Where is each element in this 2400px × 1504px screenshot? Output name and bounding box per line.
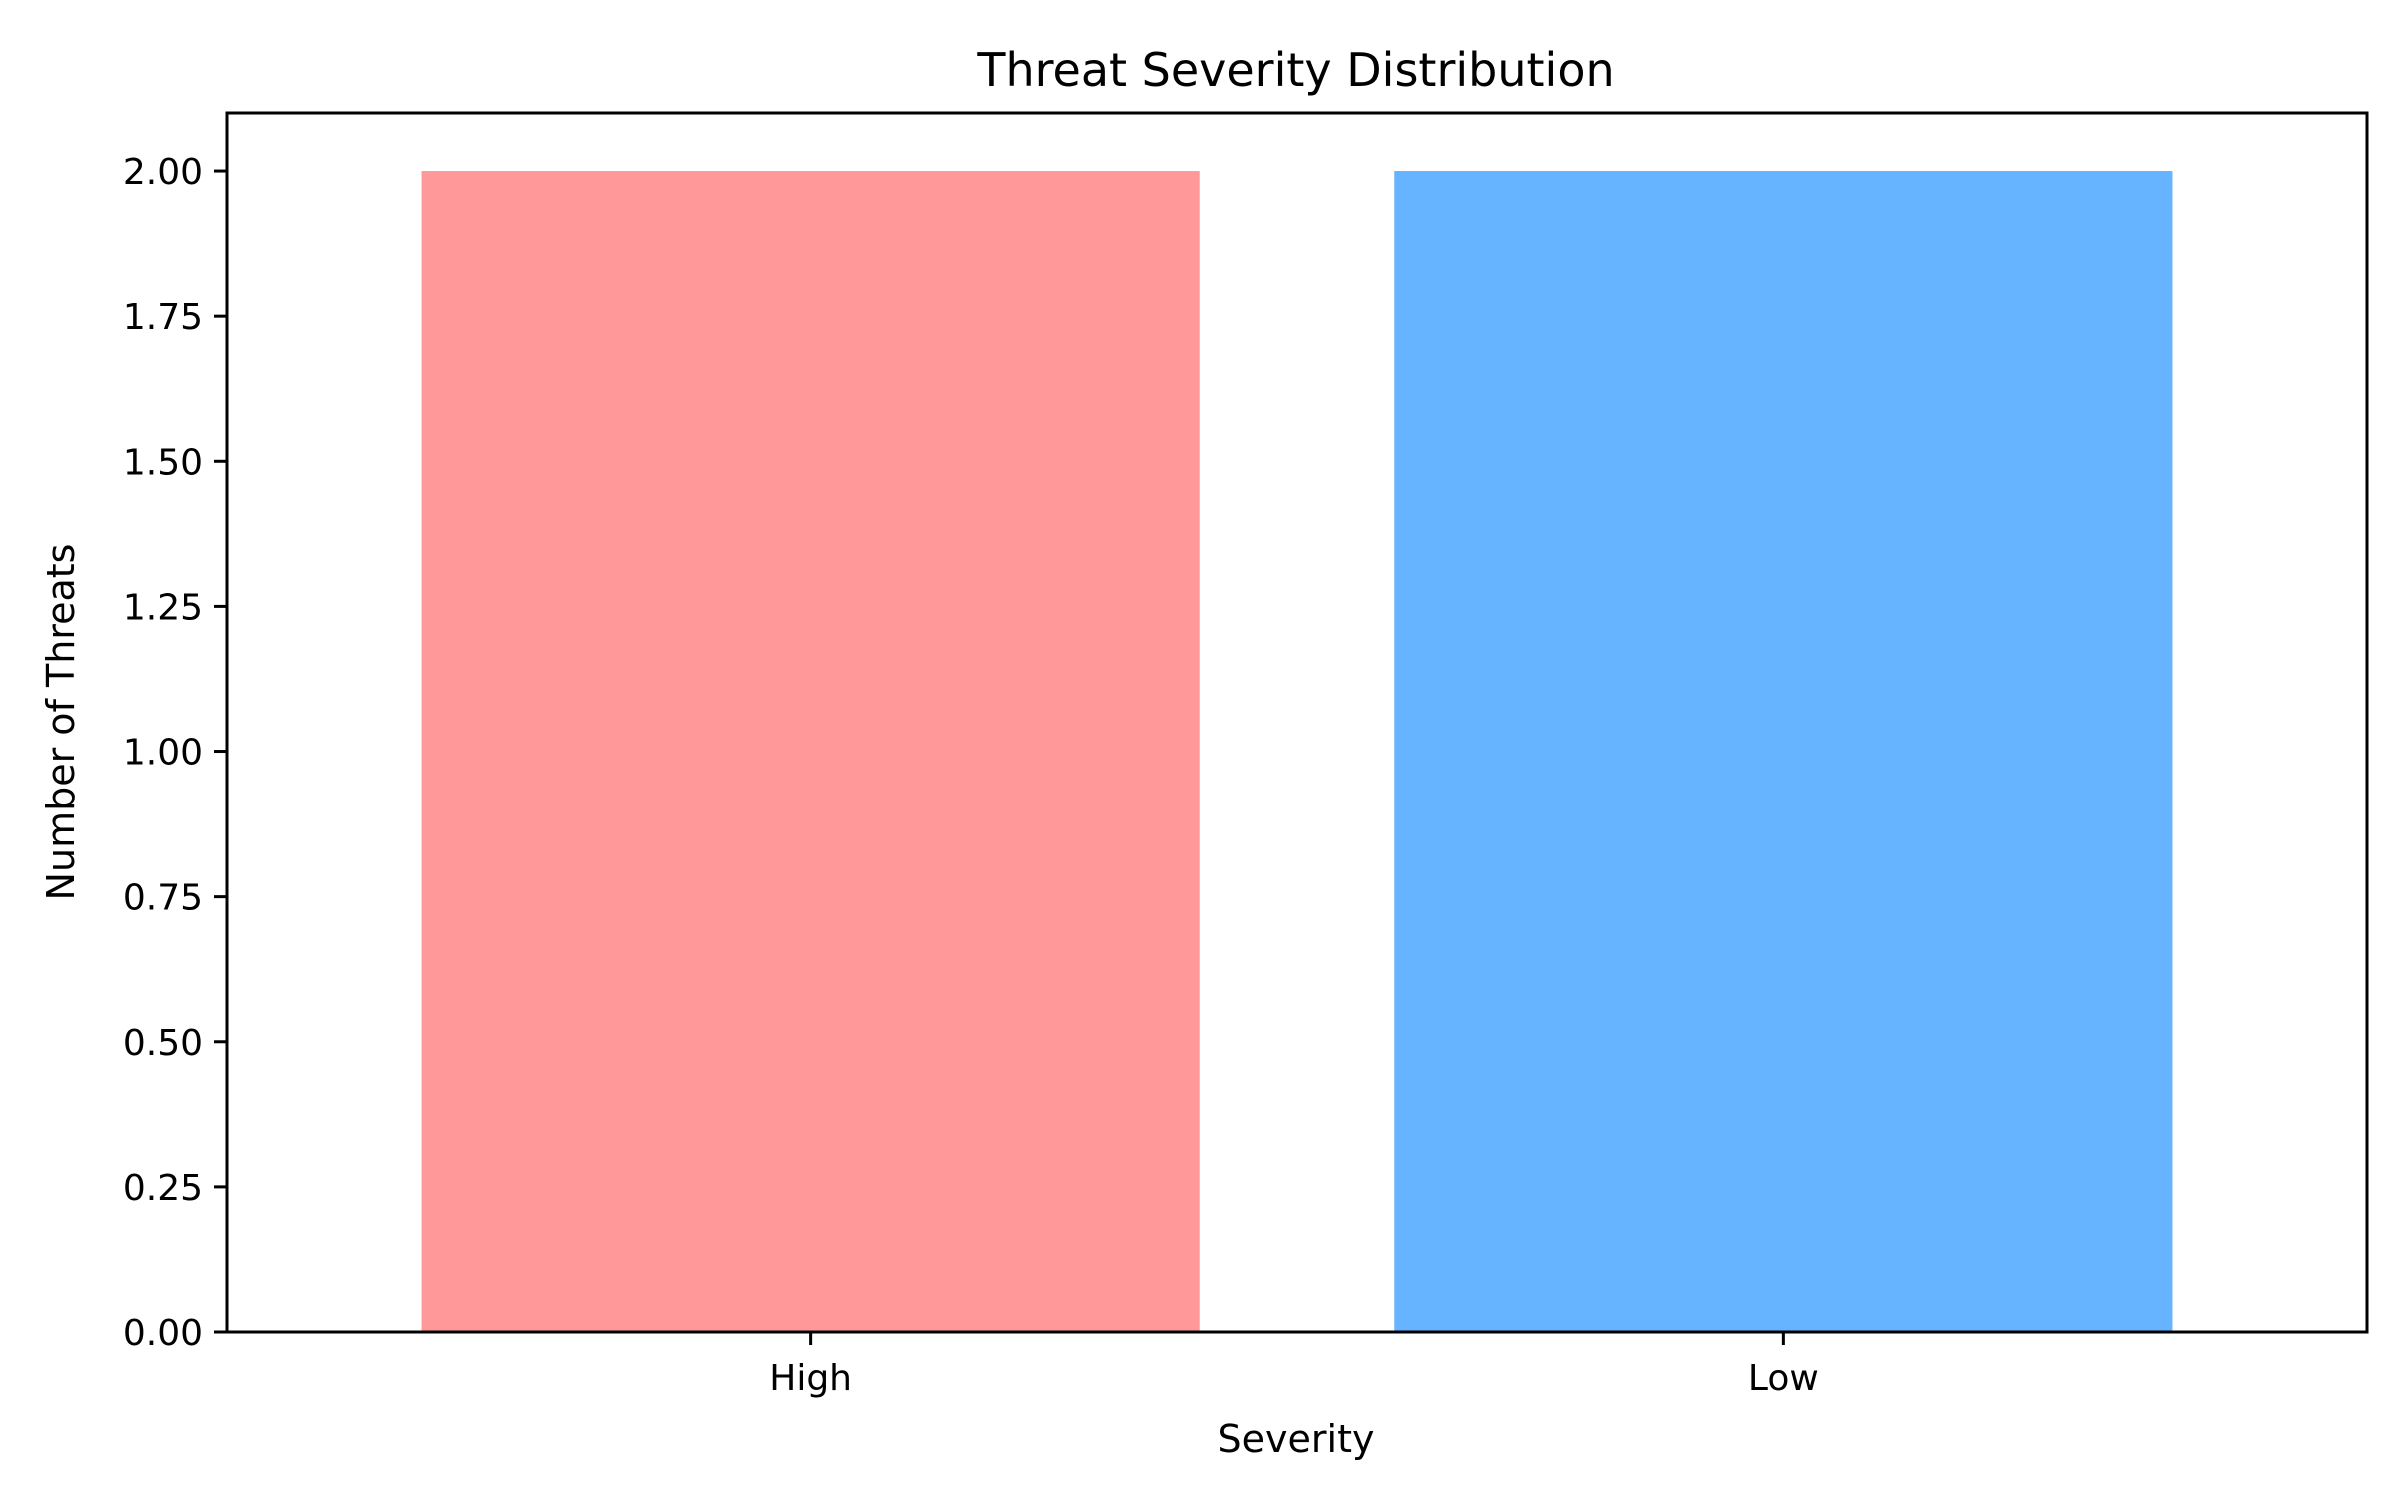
bars-layer: [421, 171, 2173, 1333]
bar-high: [421, 171, 1200, 1333]
plot-frame: [225, 111, 2369, 1334]
x-axis-ticks: High Low: [769, 1332, 1819, 1399]
y-tick-label: 1.00: [123, 733, 203, 774]
y-tick-label: 0.25: [123, 1168, 203, 1209]
y-tick-label: 2.00: [123, 152, 203, 193]
y-tick-label: 1.50: [123, 442, 203, 483]
y-axis-label: Number of Threats: [39, 544, 83, 901]
y-tick-label: 1.75: [123, 297, 203, 338]
x-tick-label: High: [769, 1358, 852, 1399]
y-tick-label: 0.00: [123, 1313, 203, 1354]
x-tick-label: Low: [1748, 1358, 1819, 1399]
chart-title: Threat Severity Distribution: [976, 43, 1614, 97]
bar-low: [1394, 171, 2173, 1333]
x-axis-label: Severity: [1218, 1417, 1375, 1461]
y-tick-label: 1.25: [123, 587, 203, 628]
y-tick-label: 0.75: [123, 878, 203, 919]
y-axis-ticks: 0.00 0.25 0.50 0.75 1.00 1.25 1.50 1.75 2.00: [123, 152, 227, 1354]
y-tick-label: 0.50: [123, 1023, 203, 1064]
